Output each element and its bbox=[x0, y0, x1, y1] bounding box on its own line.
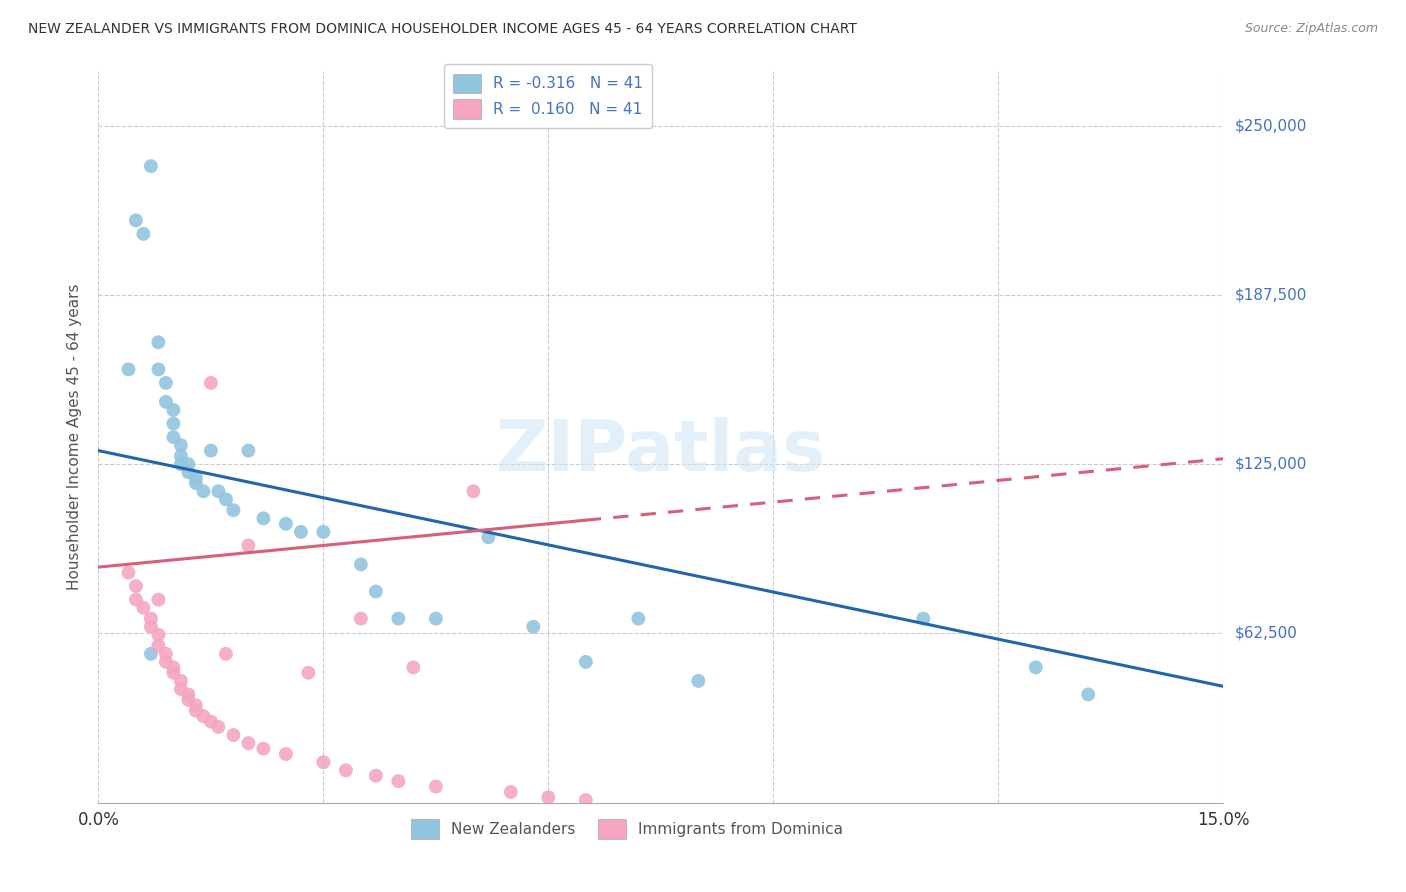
Text: ZIPatlas: ZIPatlas bbox=[496, 417, 825, 486]
Point bbox=[193, 709, 215, 723]
Point bbox=[335, 764, 357, 778]
Point bbox=[155, 655, 177, 669]
Point bbox=[912, 611, 935, 625]
Point bbox=[162, 660, 184, 674]
Point bbox=[125, 213, 148, 227]
Point bbox=[207, 720, 229, 734]
Point bbox=[139, 159, 162, 173]
Point bbox=[215, 647, 238, 661]
Point bbox=[162, 403, 184, 417]
Point bbox=[207, 484, 229, 499]
Point bbox=[522, 620, 544, 634]
Point bbox=[193, 484, 215, 499]
Text: $62,500: $62,500 bbox=[1234, 626, 1298, 641]
Point bbox=[238, 538, 260, 552]
Point bbox=[575, 793, 598, 807]
Text: $125,000: $125,000 bbox=[1234, 457, 1306, 472]
Point bbox=[200, 714, 222, 729]
Point bbox=[177, 688, 200, 702]
Point bbox=[627, 611, 650, 625]
Point bbox=[274, 747, 297, 761]
Point bbox=[200, 443, 222, 458]
Text: Source: ZipAtlas.com: Source: ZipAtlas.com bbox=[1244, 22, 1378, 36]
Point bbox=[125, 579, 148, 593]
Point bbox=[162, 430, 184, 444]
Point bbox=[387, 611, 409, 625]
Y-axis label: Householder Income Ages 45 - 64 years: Householder Income Ages 45 - 64 years bbox=[67, 284, 83, 591]
Legend: New Zealanders, Immigrants from Dominica: New Zealanders, Immigrants from Dominica bbox=[404, 812, 851, 847]
Point bbox=[477, 530, 499, 544]
Text: $250,000: $250,000 bbox=[1234, 118, 1306, 133]
Point bbox=[312, 755, 335, 769]
Point bbox=[575, 655, 598, 669]
Point bbox=[170, 449, 193, 463]
Point bbox=[184, 471, 207, 485]
Point bbox=[117, 566, 139, 580]
Point bbox=[148, 592, 170, 607]
Point bbox=[148, 362, 170, 376]
Point bbox=[148, 639, 170, 653]
Point bbox=[688, 673, 710, 688]
Point bbox=[155, 376, 177, 390]
Point bbox=[170, 673, 193, 688]
Point bbox=[155, 395, 177, 409]
Point bbox=[387, 774, 409, 789]
Point bbox=[170, 438, 193, 452]
Point bbox=[155, 647, 177, 661]
Point bbox=[238, 443, 260, 458]
Point bbox=[1077, 688, 1099, 702]
Point bbox=[463, 484, 485, 499]
Point bbox=[215, 492, 238, 507]
Point bbox=[499, 785, 522, 799]
Point bbox=[132, 600, 155, 615]
Point bbox=[162, 665, 184, 680]
Point bbox=[350, 611, 373, 625]
Point bbox=[139, 620, 162, 634]
Point bbox=[312, 524, 335, 539]
Point bbox=[184, 476, 207, 491]
Point bbox=[274, 516, 297, 531]
Point bbox=[177, 693, 200, 707]
Point bbox=[125, 592, 148, 607]
Point bbox=[1025, 660, 1047, 674]
Point bbox=[177, 457, 200, 471]
Point bbox=[364, 584, 387, 599]
Point bbox=[222, 503, 245, 517]
Point bbox=[148, 335, 170, 350]
Point bbox=[252, 511, 274, 525]
Point bbox=[177, 465, 200, 479]
Point bbox=[132, 227, 155, 241]
Point bbox=[200, 376, 222, 390]
Text: NEW ZEALANDER VS IMMIGRANTS FROM DOMINICA HOUSEHOLDER INCOME AGES 45 - 64 YEARS : NEW ZEALANDER VS IMMIGRANTS FROM DOMINIC… bbox=[28, 22, 858, 37]
Point bbox=[222, 728, 245, 742]
Text: $187,500: $187,500 bbox=[1234, 287, 1306, 302]
Point bbox=[184, 698, 207, 713]
Point bbox=[238, 736, 260, 750]
Point bbox=[170, 457, 193, 471]
Point bbox=[290, 524, 312, 539]
Point bbox=[537, 790, 560, 805]
Point bbox=[162, 417, 184, 431]
Point bbox=[350, 558, 373, 572]
Point bbox=[297, 665, 319, 680]
Point bbox=[402, 660, 425, 674]
Point bbox=[252, 741, 274, 756]
Point bbox=[364, 769, 387, 783]
Point bbox=[425, 611, 447, 625]
Point bbox=[139, 611, 162, 625]
Point bbox=[148, 628, 170, 642]
Point bbox=[425, 780, 447, 794]
Point bbox=[139, 647, 162, 661]
Point bbox=[170, 681, 193, 696]
Point bbox=[184, 704, 207, 718]
Point bbox=[117, 362, 139, 376]
